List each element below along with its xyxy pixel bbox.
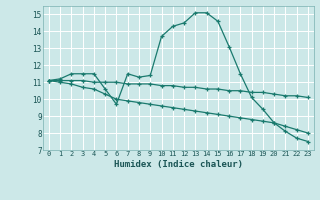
X-axis label: Humidex (Indice chaleur): Humidex (Indice chaleur) — [114, 160, 243, 169]
